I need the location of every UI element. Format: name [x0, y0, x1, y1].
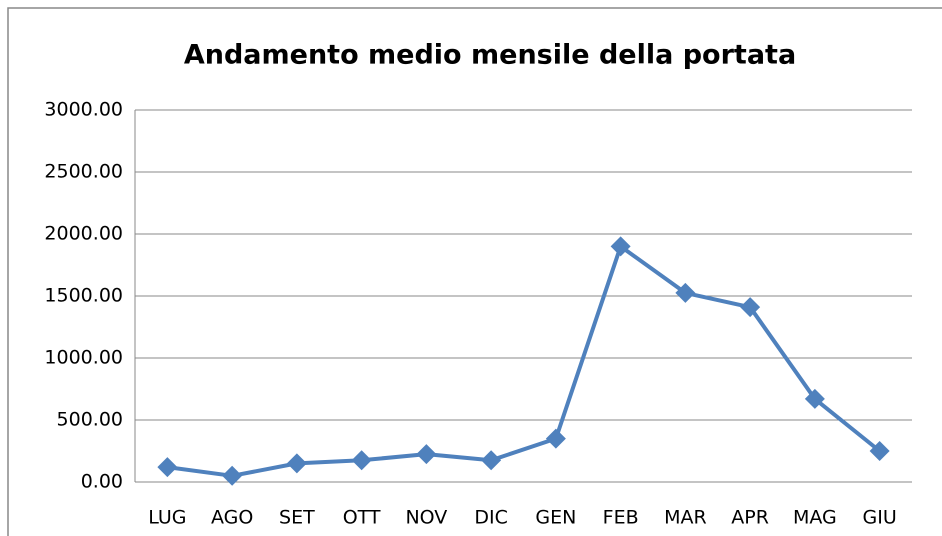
data-point [157, 457, 178, 478]
y-tick-label: 0.00 [81, 471, 123, 493]
y-tick-label: 3000.00 [44, 99, 123, 121]
x-tick-label: APR [731, 507, 769, 529]
series-line [167, 244, 881, 478]
y-tick-label: 1500.00 [44, 285, 123, 307]
data-point [545, 428, 566, 449]
y-tick-label: 2500.00 [44, 161, 123, 183]
x-tick-label: LUG [148, 507, 186, 529]
data-point [222, 465, 243, 486]
x-tick-label: GIU [863, 507, 897, 529]
y-tick-label: 2000.00 [44, 223, 123, 245]
x-tick-label: AGO [211, 507, 253, 529]
data-point [416, 444, 437, 465]
data-point [869, 441, 890, 461]
chart-frame [7, 7, 942, 536]
x-tick-label: SET [279, 507, 315, 529]
data-point [351, 450, 372, 471]
x-tick-label: MAR [664, 507, 707, 529]
chart-title: Andamento medio mensile della portata [184, 40, 796, 71]
data-point [286, 453, 307, 474]
x-tick-label: OTT [343, 507, 381, 529]
x-tick-label: DIC [474, 507, 508, 529]
x-tick-label: GEN [535, 507, 576, 529]
data-point [481, 450, 502, 471]
data-point [740, 297, 761, 318]
x-tick-label: MAG [793, 507, 837, 529]
x-tick-label: NOV [405, 507, 447, 529]
y-tick-label: 500.00 [57, 409, 123, 431]
data-point [804, 388, 825, 409]
data-point [610, 236, 631, 257]
data-point [675, 282, 696, 303]
y-tick-label: 1000.00 [44, 347, 123, 369]
x-tick-label: FEB [603, 507, 639, 529]
